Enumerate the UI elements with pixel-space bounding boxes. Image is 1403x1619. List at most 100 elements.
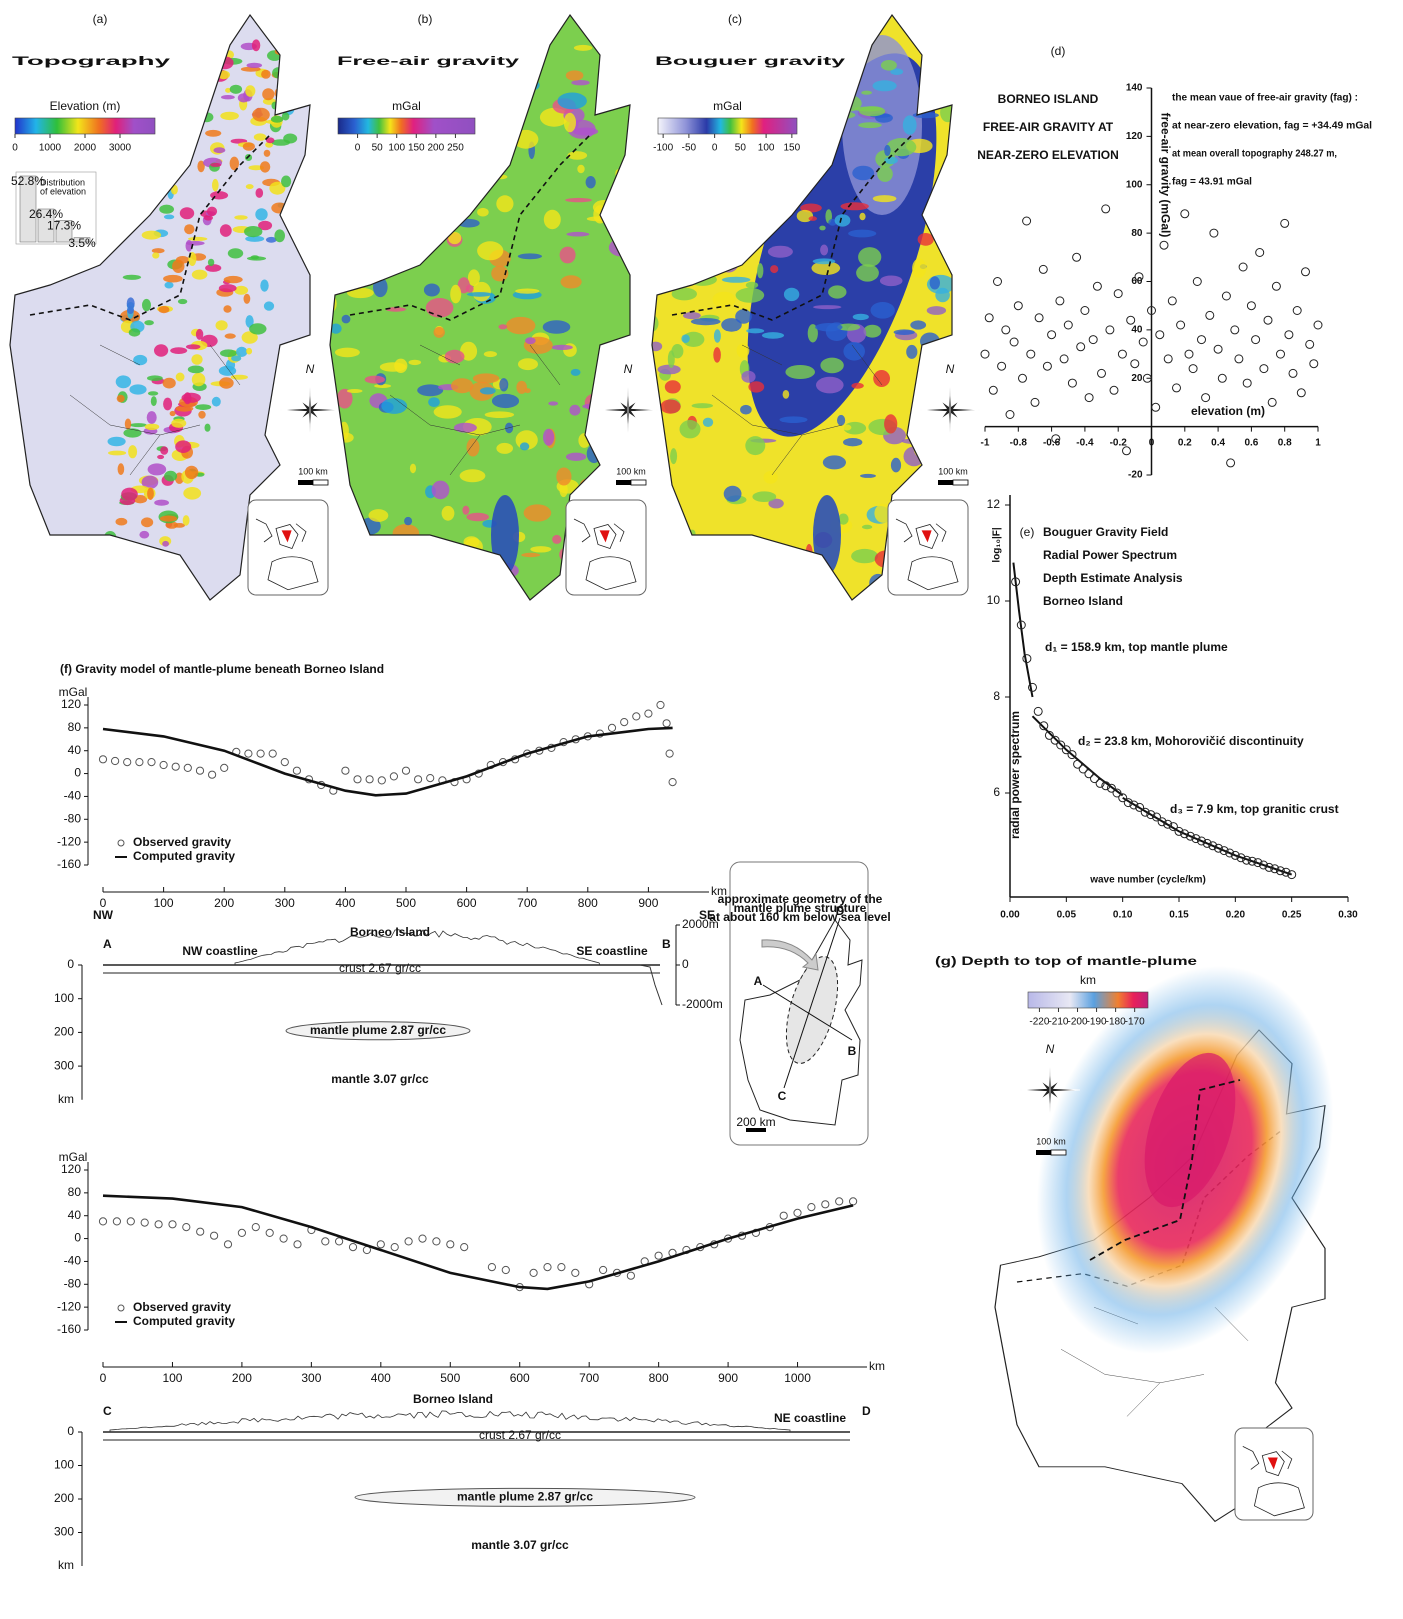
depth-tick-label: 200 [54,1025,74,1039]
map-texture [334,535,362,553]
map-texture [858,247,881,267]
map-texture [566,453,586,461]
map-texture [198,95,211,107]
map-texture [142,231,161,240]
observed-point [141,1219,148,1226]
inset-point-label: D [836,904,845,918]
map-texture [261,70,271,79]
map-texture [680,420,701,438]
map-texture [466,513,489,521]
scale-bar [631,480,646,485]
colorbar-tick-label: -210 [1048,1017,1068,1028]
depth-tick-label: 0 [67,957,74,971]
observed-point [113,1218,120,1225]
map-texture [494,76,523,95]
observed-point [378,777,385,784]
data-point [1093,282,1101,290]
map-texture [582,403,607,409]
data-point [1029,683,1037,691]
y-tick-label: 80 [1131,228,1143,239]
map-texture [829,111,855,119]
data-point [1034,707,1042,715]
colorbar-tick-label: -200 [1068,1017,1088,1028]
map-texture [451,378,473,393]
observed-point [160,761,167,768]
locator-inset [566,500,646,595]
map-texture [117,545,131,555]
map-texture [681,334,689,343]
map-texture [243,142,255,151]
x-tick-label: 0.30 [1338,910,1358,921]
map-texture [272,102,278,110]
x-tick-label: 1000 [784,1371,811,1385]
map-texture [245,85,255,97]
chart-title: (f) Gravity model of mantle-plume beneat… [60,662,384,676]
coast-label: NW coastline [182,944,258,958]
north-label: N [306,362,315,376]
map-texture [609,36,637,52]
map-texture [125,419,131,430]
map-texture [710,227,728,240]
y-tick-label: -120 [57,834,81,848]
map-texture [873,80,897,91]
map-texture [185,466,198,479]
map-texture [441,592,448,606]
y-tick-label: -120 [57,1299,81,1313]
map-texture [465,97,489,107]
legend-marker [118,1305,124,1311]
data-point [1168,297,1176,305]
map-texture [334,588,341,595]
map-texture [580,479,595,490]
map-texture [771,561,788,567]
map-texture [225,333,236,338]
map-texture [543,429,554,446]
coast-label: NE coastline [774,1411,846,1425]
map-texture [932,485,954,495]
colorbar-tick-label: 2000 [74,143,97,154]
data-point [1114,290,1122,298]
map-texture [820,245,828,256]
observed-point [224,1241,231,1248]
data-point [1189,365,1197,373]
map-texture [223,305,231,312]
data-point [1247,302,1255,310]
map-texture [860,474,876,478]
map-texture [481,558,500,576]
map-texture [342,315,351,324]
data-point [1068,379,1076,387]
locator-inset [888,500,968,595]
observed-point [447,1241,454,1248]
map-texture [506,317,535,334]
annotation: fag = 43.91 mGal [1172,177,1252,188]
map-texture [692,403,713,408]
depth-tick-label: 300 [54,1058,74,1072]
map-texture [910,320,926,329]
map-texture [851,549,878,563]
map-texture [568,151,588,160]
map-texture [264,150,271,157]
map-texture [927,306,946,315]
panel-label: (d) [1051,44,1066,58]
map-texture [188,237,207,241]
colorbar-tick-label: 200 [428,143,445,154]
data-point [1281,219,1289,227]
observed-point [572,1269,579,1276]
shelf-drop [640,965,662,1005]
section-end-label: A [103,937,112,951]
section-label: Borneo Island [350,925,430,939]
data-point [1314,321,1322,329]
map-texture [285,66,297,77]
panel-title: Topography [12,54,171,68]
map-texture [209,43,224,53]
scale-label: 100 km [298,466,328,476]
map-texture [853,314,869,320]
map-texture [186,119,202,131]
observed-point [209,771,216,778]
annotation: d₃ = 7.9 km, top granitic crust [1170,802,1339,816]
section-end-label: D [862,1404,871,1418]
map-texture [748,381,764,392]
map-texture [333,261,340,280]
colorbar-tick-label: -220 [1029,1017,1049,1028]
map-texture [123,428,141,437]
map-texture [564,113,576,133]
